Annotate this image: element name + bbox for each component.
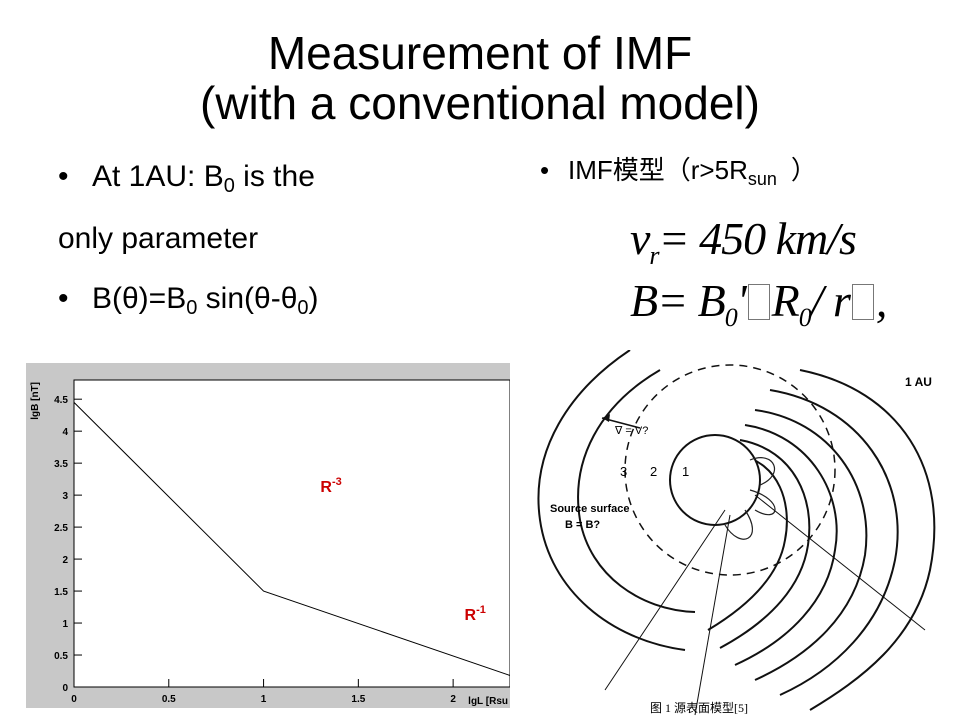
y-tick-label: 4 <box>62 427 68 438</box>
formula-b: B= B0' R0/ r, <box>630 275 887 331</box>
bullet-1-text-b: is the <box>234 160 315 193</box>
arrow-head-icon <box>602 414 610 422</box>
radial-line-2 <box>694 514 731 716</box>
spiral-6 <box>707 454 788 631</box>
y-tick-label: 3 <box>62 491 68 502</box>
radial-lines <box>604 494 926 716</box>
slope-annotation-base: R <box>320 479 332 496</box>
bullet-2-sub-1: 0 <box>186 297 198 319</box>
formula-r: R <box>771 275 800 326</box>
slope-annotation-exponent: -3 <box>332 476 342 488</box>
right-bullet-sub: sun <box>747 169 777 189</box>
radial-line-3 <box>754 494 926 631</box>
x-axis-label: lgL [Rsu <box>468 696 508 707</box>
formula-vr: vr= 450 km/s <box>630 213 857 269</box>
formula-comma: , <box>875 275 887 326</box>
right-bullet: • IMF模型（r>5Rsun ） <box>540 155 817 188</box>
figure-caption: 图 1 源表面模型[5] <box>650 701 748 715</box>
x-tick-label: 0.5 <box>162 694 176 705</box>
formula-v-rest: = 450 km/s <box>658 213 857 264</box>
label-1au: 1 AU <box>905 375 932 389</box>
source-surface-model-diagram: ∇ = V? 1 AU Source surface B = B? 3 2 1 … <box>537 350 936 716</box>
slide-title: Measurement of IMF (with a conventional … <box>0 28 960 128</box>
y-tick-label: 0.5 <box>54 651 68 662</box>
x-tick-label: 0 <box>71 694 77 705</box>
region-1-label: 1 <box>682 464 689 479</box>
bullet-1-sub: 0 <box>223 175 235 197</box>
source-surface-circle <box>624 364 836 576</box>
slope-annotation: R-3 <box>320 476 341 496</box>
spiral-5 <box>719 439 811 649</box>
y-tick-label: 2 <box>62 555 68 566</box>
loop-3 <box>724 509 753 540</box>
loop-1 <box>749 457 775 486</box>
slope-annotation-exponent: -1 <box>476 604 486 616</box>
region-3-label: 3 <box>620 464 627 479</box>
formula-b-prime: ' <box>736 275 747 326</box>
plot-area <box>73 379 510 688</box>
formula-b-eq: = B <box>657 275 726 326</box>
bullet-1-text-a: At 1AU: B <box>92 160 224 193</box>
radial-line-1 <box>604 509 726 691</box>
y-tick-label: 1.5 <box>54 587 68 598</box>
title-line-1: Measurement of IMF <box>267 27 693 79</box>
chart-ticks <box>73 398 454 688</box>
bullet-1: • At 1AU: B0 is the <box>58 160 315 197</box>
bullet-2-text-c: ) <box>308 282 319 315</box>
spiral-2 <box>769 389 899 696</box>
y-tick-label: 4.5 <box>54 395 68 406</box>
spiral-1au <box>799 369 936 711</box>
y-tick-label: 2.5 <box>54 523 68 534</box>
loop-2 <box>749 489 776 516</box>
lgb-vs-lgl-chart: 0 0.5 1 1.5 2 0 0.5 1 1.5 2 2.5 3 3.5 4 4.5 lgL [Rsu lgB… <box>26 363 510 708</box>
bullet-2: • B(θ)=B0 sin(θ-θ0) <box>58 282 319 319</box>
spiral-3 <box>754 409 868 681</box>
title-line-2: (with a conventional model) <box>200 77 760 129</box>
y-tick-label: 1 <box>62 619 68 630</box>
chart-labels: 0 0.5 1 1.5 2 0 0.5 1 1.5 2 2.5 3 3.5 4 4.5 lgL [Rsu lgB… <box>30 382 508 707</box>
x-tick-label: 2 <box>450 694 456 705</box>
slope-annotation-base: R <box>465 607 477 624</box>
series-line <box>73 402 510 676</box>
formula-r-sub: 0 <box>798 303 812 332</box>
x-tick-label: 1.5 <box>351 694 365 705</box>
formula-b-sub: 0 <box>724 303 738 332</box>
region-2-label: 2 <box>650 464 657 479</box>
bullet-glyph: • <box>540 155 550 185</box>
chart-series <box>73 402 510 676</box>
formula-v: v <box>630 213 650 264</box>
closed-field-loops <box>724 457 776 540</box>
bullet-1-continuation: only parameter <box>58 222 259 255</box>
formula-b-var: B <box>630 275 658 326</box>
label-b: B = B? <box>565 519 600 531</box>
formula-over-r: / r <box>810 275 851 326</box>
bullet-2-sub-2: 0 <box>297 297 309 319</box>
right-bullet-suffix: ） <box>790 155 817 185</box>
spiral-left-outer <box>537 350 686 651</box>
bullet-2-text-a: B(θ)=B <box>92 282 187 315</box>
bullet-glyph: • <box>58 160 69 193</box>
spiral-left-inner <box>577 369 696 613</box>
field-line-spirals <box>537 350 936 711</box>
formula-v-sub: r <box>649 241 659 270</box>
missing-glyph-box <box>851 284 874 320</box>
slope-annotation: R-1 <box>465 604 486 624</box>
label-source-surface: Source surface <box>550 503 629 515</box>
y-tick-label: 3.5 <box>54 459 68 470</box>
y-axis-label: lgB [nT] <box>30 382 41 420</box>
y-tick-label: 0 <box>62 683 68 694</box>
missing-glyph-box <box>747 284 770 320</box>
spiral-4 <box>734 424 838 666</box>
right-bullet-prefix: IMF模型（r>5R <box>568 155 748 185</box>
bullet-2-text-b: sin(θ-θ <box>197 282 298 315</box>
x-tick-label: 1 <box>261 694 267 705</box>
label-v: ∇ = V? <box>614 425 648 437</box>
bullet-glyph: • <box>58 282 69 315</box>
